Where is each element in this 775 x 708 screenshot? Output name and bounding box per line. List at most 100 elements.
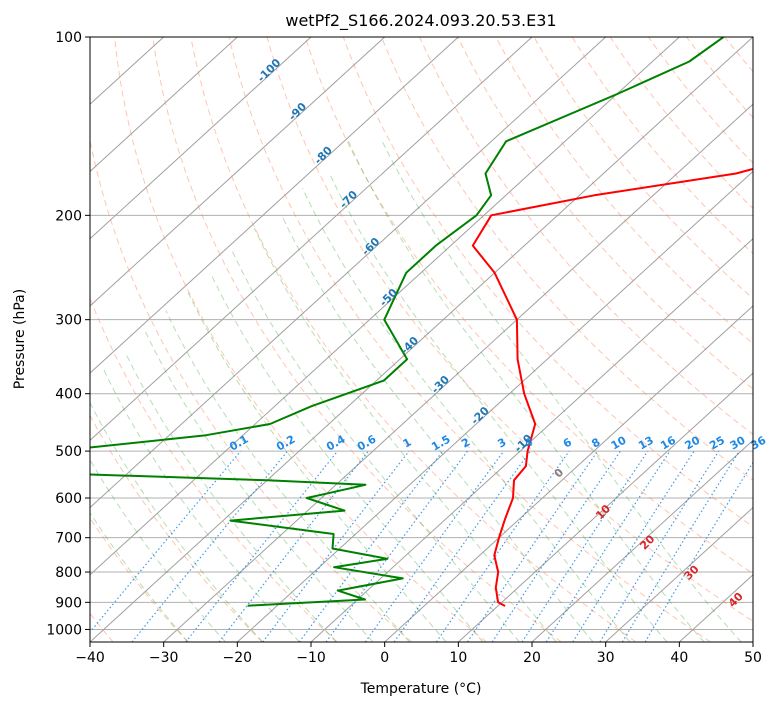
moist-adiabat-line [90, 458, 226, 642]
isotherm-line [90, 37, 607, 509]
mixing-ratio-label: 2 [459, 436, 472, 451]
isotherm-line [457, 372, 753, 642]
dry-adiabat-line [90, 414, 263, 642]
dry-adiabat-line [152, 37, 562, 642]
mixing-ratio-label: 16 [658, 433, 678, 452]
dry-adiabat-line [647, 37, 753, 164]
mixing-ratio-label: 1.5 [429, 433, 452, 454]
dry-adiabat-line [304, 37, 753, 575]
x-tick-label: 50 [744, 650, 762, 666]
isotherm-label: -90 [286, 100, 309, 123]
y-tick-label: 1000 [46, 622, 82, 638]
x-tick-label: 30 [597, 650, 615, 666]
moist-adiabat-line [253, 227, 557, 642]
y-axis-label: Pressure (hPa) [12, 289, 28, 389]
isotherm-line [752, 641, 753, 642]
x-axis-label: Temperature (°C) [360, 681, 482, 697]
isotherm-line [605, 506, 753, 642]
mixing-ratio-line [491, 450, 621, 642]
mixing-ratio-label: 0.4 [324, 432, 348, 453]
isotherm-label: -100 [255, 56, 284, 85]
mixing-ratio-line [298, 450, 444, 642]
x-tick-label: −10 [296, 650, 326, 666]
isotherm-label: -20 [468, 404, 491, 427]
moist-adiabat-line [209, 272, 484, 642]
y-tick-label: 100 [55, 30, 82, 46]
dewpoint-profile-line [90, 37, 725, 607]
mixing-ratio-line [435, 450, 570, 642]
dry-adiabat-line [90, 517, 189, 642]
mixing-ratio-line [90, 450, 242, 634]
mixing-ratio-line [521, 450, 649, 642]
mixing-ratio-label: 0.6 [355, 432, 379, 453]
moist-adiabat-line [281, 215, 594, 642]
y-tick-label: 500 [55, 444, 82, 460]
mixing-ratio-label: 36 [748, 433, 768, 452]
isotherm-line [90, 37, 680, 576]
mixing-ratio-label: 0.2 [274, 433, 297, 454]
mixing-ratio-line [262, 450, 410, 642]
mixing-ratio-line [572, 450, 695, 642]
mixing-ratio-line [621, 450, 740, 642]
mixing-ratio-label: 1 [401, 436, 414, 451]
isotherm-line [90, 37, 459, 374]
dry-adiabat-line [609, 37, 753, 210]
dry-adiabat-line [190, 37, 637, 642]
isotherm-line [90, 37, 753, 642]
isotherm-label: -60 [359, 235, 382, 258]
y-tick-label: 400 [55, 387, 82, 403]
y-tick-label: 700 [55, 531, 82, 547]
moist-adiabat-line [90, 511, 189, 642]
y-tick-label: 300 [55, 313, 82, 329]
dry-adiabat-line [228, 37, 711, 642]
dry-adiabat-line [571, 37, 753, 255]
mixing-ratio-label: 30 [728, 433, 748, 452]
dry-adiabat-line [90, 297, 338, 642]
dry-adiabat-line [419, 37, 753, 436]
moist-adiabat-line [329, 173, 668, 642]
dry-adiabat-line [266, 37, 753, 622]
x-tick-label: 40 [670, 650, 688, 666]
isotherm-line [384, 305, 753, 642]
isotherm-line [90, 37, 238, 173]
y-tick-label: 200 [55, 208, 82, 224]
dry-adiabat-line [114, 37, 487, 642]
y-tick-label: 900 [55, 595, 82, 611]
mixing-ratio-line [545, 450, 671, 642]
y-tick-label: 600 [55, 491, 82, 507]
x-tick-label: −30 [149, 650, 179, 666]
x-tick-label: 0 [380, 650, 389, 666]
isotherm-line [90, 37, 533, 442]
moist-adiabat-line [302, 187, 631, 642]
moist-adiabat-line [90, 401, 263, 642]
plot-frame [89, 36, 754, 643]
mixing-ratio-line [599, 450, 720, 642]
isotherm-line [163, 103, 753, 642]
background-lines [90, 37, 775, 642]
isotherm-line [90, 37, 312, 240]
mixing-ratio-label: 25 [707, 434, 727, 453]
mixing-ratio-line [131, 450, 289, 642]
moist-adiabat-label: 30 [682, 563, 702, 583]
dry-adiabat-line [724, 37, 753, 73]
mixing-ratio-line [466, 450, 599, 642]
dry-adiabat-line [90, 138, 413, 642]
isotherm-label: -80 [312, 144, 335, 167]
dry-adiabat-line [533, 37, 753, 300]
moist-adiabat-line [101, 366, 300, 642]
chart-title: wetPf2_S166.2024.093.20.53.E31 [285, 11, 556, 31]
mixing-ratio-label: 6 [561, 435, 574, 450]
moist-adiabat-line [187, 292, 447, 642]
dry-adiabat-line [686, 37, 753, 119]
x-tick-label: 20 [523, 650, 541, 666]
isotherm-label: -40 [398, 334, 421, 357]
x-tick-label: 10 [449, 650, 467, 666]
dry-adiabat-line [763, 37, 775, 642]
axis-ticks: −40 −30 −20 −10 0 10 20 30 40 5010020030040050060… [46, 30, 762, 666]
isotherm-line [310, 237, 753, 642]
mixing-ratio-line [393, 450, 531, 642]
x-tick-label: −20 [223, 650, 253, 666]
mixing-ratio-label: 10 [609, 433, 629, 452]
moist-adiabat-label: 20 [637, 532, 657, 552]
